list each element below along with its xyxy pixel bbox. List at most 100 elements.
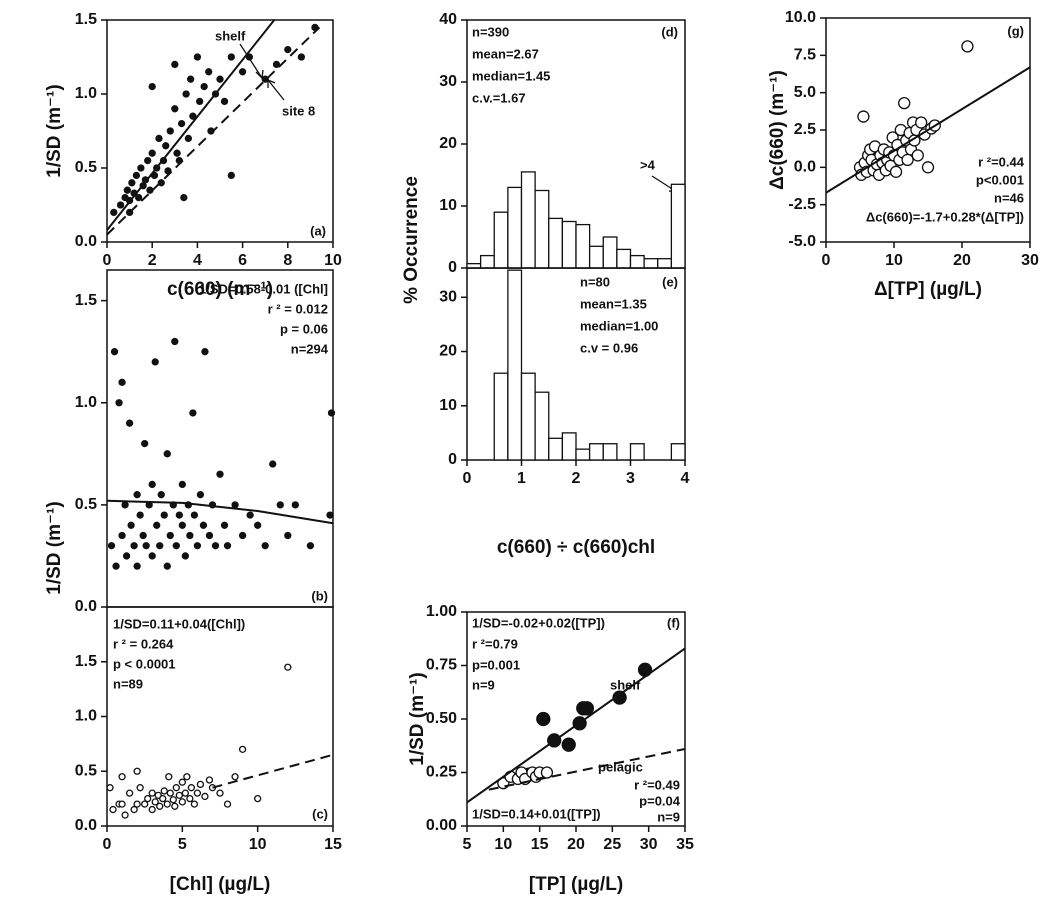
histogram-bar bbox=[561, 220, 577, 269]
annotation: r ² = 0.264 bbox=[113, 636, 174, 651]
data-point bbox=[536, 711, 551, 727]
data-point bbox=[186, 794, 194, 803]
fit-line bbox=[106, 499, 334, 525]
data-point bbox=[269, 460, 277, 468]
data-point bbox=[128, 179, 136, 187]
data-point bbox=[133, 491, 141, 499]
annotation: p<0.001 bbox=[976, 172, 1024, 187]
y-axis-label: 1/SD (m⁻¹) bbox=[44, 84, 65, 177]
fit-line bbox=[466, 647, 686, 804]
data-point bbox=[178, 480, 186, 489]
x-tick-label: 4 bbox=[193, 252, 202, 269]
y-tick-label: 0.0 bbox=[75, 598, 97, 615]
histogram-bar bbox=[602, 236, 618, 269]
data-point bbox=[220, 521, 229, 529]
y-tick-label: 0.50 bbox=[426, 710, 457, 727]
annotation: (c) bbox=[312, 806, 328, 821]
y-tick-label: 10 bbox=[439, 397, 457, 414]
annotation: n=80 bbox=[580, 274, 610, 289]
annotation: n=9 bbox=[657, 809, 680, 824]
x-tick-label: 2 bbox=[572, 470, 581, 487]
data-point bbox=[181, 552, 189, 560]
annotation: r ² = 0.012 bbox=[268, 301, 328, 316]
annotation: shelf bbox=[610, 677, 641, 692]
y-tick-label: 10.0 bbox=[785, 9, 816, 26]
x-axis-label: Δ[TP] (µg/L) bbox=[874, 279, 982, 300]
y-tick-label: 0.0 bbox=[75, 817, 97, 834]
data-point bbox=[181, 789, 189, 797]
data-point bbox=[227, 53, 235, 61]
data-point bbox=[134, 193, 143, 202]
x-tick-label: 8 bbox=[283, 252, 292, 269]
data-point bbox=[121, 501, 129, 509]
x-tick-label: 25 bbox=[603, 836, 621, 853]
data-point bbox=[125, 419, 134, 427]
data-point bbox=[166, 789, 174, 797]
y-tick-label: -2.5 bbox=[788, 196, 816, 213]
annotation: r ²=0.79 bbox=[472, 636, 518, 651]
data-point bbox=[171, 60, 179, 69]
x-tick-label: 30 bbox=[640, 836, 658, 853]
data-point bbox=[127, 521, 135, 529]
arrow bbox=[239, 43, 263, 79]
data-point bbox=[186, 75, 195, 83]
y-tick-label: 1.0 bbox=[75, 708, 97, 725]
data-point bbox=[857, 110, 870, 123]
histogram-bar bbox=[561, 432, 577, 461]
x-tick-label: 2 bbox=[148, 252, 157, 269]
data-point bbox=[133, 562, 141, 570]
data-point bbox=[220, 97, 229, 106]
annotation: p < 0.0001 bbox=[113, 656, 176, 671]
arrow bbox=[267, 79, 285, 101]
x-tick-label: 4 bbox=[681, 470, 690, 487]
annotation: r ²=0.44 bbox=[978, 154, 1025, 169]
data-point bbox=[540, 766, 554, 779]
fit-line bbox=[212, 753, 334, 789]
data-point bbox=[205, 531, 214, 540]
data-point bbox=[186, 531, 194, 540]
data-point bbox=[148, 552, 156, 560]
x-tick-label: 1 bbox=[517, 470, 526, 487]
fit-line bbox=[825, 66, 1031, 194]
data-point bbox=[231, 501, 239, 509]
x-axis-label: c(660) (m⁻¹) bbox=[167, 279, 273, 300]
data-point bbox=[326, 511, 334, 519]
data-point bbox=[961, 40, 974, 53]
data-point bbox=[157, 491, 165, 499]
data-point bbox=[193, 789, 202, 797]
data-point bbox=[196, 780, 205, 789]
data-point bbox=[284, 45, 292, 54]
fit-line bbox=[106, 26, 321, 236]
annotation: site 8 bbox=[282, 103, 315, 118]
data-point bbox=[291, 501, 299, 509]
y-axis-label: 1/SD (m⁻¹) bbox=[407, 672, 428, 765]
annotation: median=1.00 bbox=[580, 318, 658, 333]
y-tick-label: 0 bbox=[448, 451, 457, 468]
data-point bbox=[118, 800, 126, 808]
histogram-bar bbox=[520, 171, 536, 269]
data-point bbox=[110, 208, 118, 217]
data-point bbox=[276, 501, 284, 509]
histogram-bar bbox=[575, 223, 591, 269]
data-point bbox=[171, 105, 179, 113]
data-point bbox=[199, 521, 208, 529]
data-point bbox=[272, 60, 281, 69]
data-point bbox=[579, 701, 595, 716]
data-point bbox=[175, 791, 183, 799]
histogram-bar bbox=[534, 391, 550, 461]
data-point bbox=[178, 521, 186, 529]
x-tick-label: 5 bbox=[463, 836, 472, 853]
data-point bbox=[311, 23, 319, 32]
y-tick-label: 40 bbox=[439, 11, 457, 28]
data-point bbox=[118, 531, 126, 540]
fit-line bbox=[106, 19, 276, 231]
data-point bbox=[200, 82, 208, 91]
data-point bbox=[151, 798, 159, 806]
data-point bbox=[166, 127, 174, 135]
histogram-bar bbox=[670, 183, 686, 269]
data-point bbox=[254, 521, 262, 529]
histogram-bar bbox=[548, 217, 564, 269]
data-point bbox=[261, 542, 269, 550]
y-tick-label: 10 bbox=[439, 197, 457, 214]
y-tick-label: 1.00 bbox=[426, 603, 457, 620]
